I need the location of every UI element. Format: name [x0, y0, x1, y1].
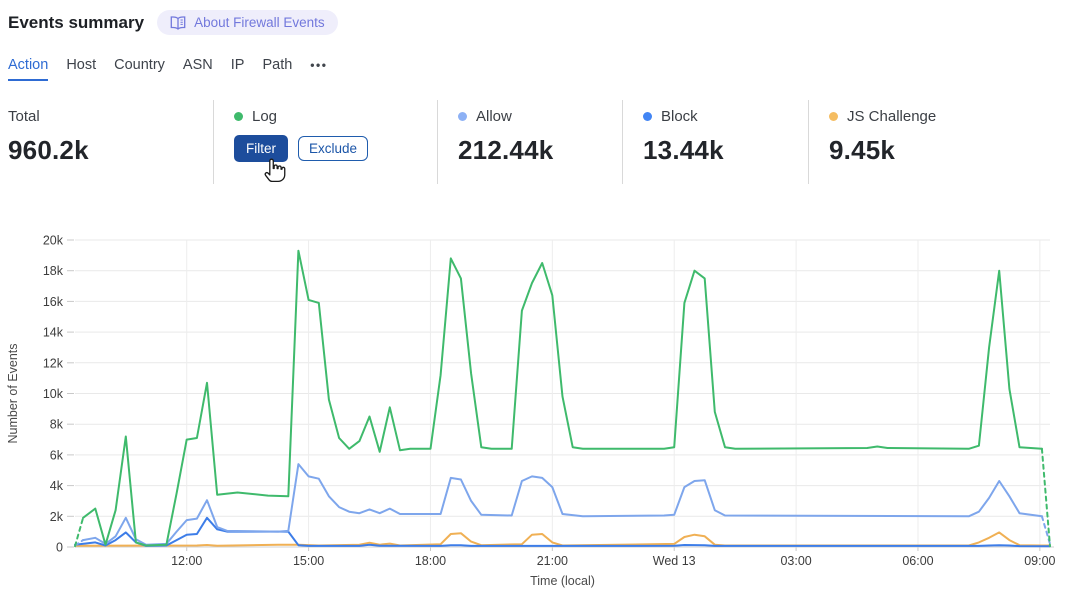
about-link-label: About Firewall Events [194, 15, 325, 30]
tab-ip[interactable]: IP [230, 57, 245, 73]
events-over-time-chart: 0 2k 4k 6k 8k 10k 12k 14k 16k 18k 20k 12:00 15:00 18:… [0, 228, 1068, 598]
tab-asn[interactable]: ASN [182, 57, 213, 73]
y-tick-label: 16k [43, 295, 64, 309]
tab-path[interactable]: Path [262, 57, 293, 73]
x-tick-label: 18:00 [415, 554, 446, 568]
stat-block-value: 13.44k [643, 135, 724, 165]
y-tick-label: 12k [43, 356, 64, 370]
about-firewall-events-link[interactable]: About Firewall Events [157, 10, 338, 35]
stat-total-label: Total [8, 108, 40, 125]
stat-allow-label: Allow [476, 108, 512, 125]
series-log-dashed-lead [74, 516, 85, 548]
x-axis-title: Time (local) [530, 574, 595, 588]
tab-host[interactable]: Host [66, 57, 97, 73]
stat-allow-value: 212.44k [458, 135, 554, 165]
log-series-dot [234, 112, 243, 121]
facet-tabs: Action Host Country ASN IP Path ••• [8, 57, 327, 81]
js-challenge-series-dot [829, 112, 838, 121]
series-log-dashed-tail [1040, 447, 1051, 548]
allow-series-dot [458, 112, 467, 121]
series-js-challenge-line [74, 531, 1051, 547]
y-axis-title: Number of Events [6, 343, 20, 443]
series-block-line [74, 516, 1051, 548]
x-tick-label: 09:00 [1024, 554, 1055, 568]
open-book-icon [170, 15, 186, 30]
series-allow-line [82, 463, 1043, 546]
x-tick-label: Wed 13 [653, 554, 696, 568]
stat-allow: Allow 212.44k [437, 100, 622, 184]
y-tick-label: 14k [43, 326, 64, 340]
y-tick-label: 8k [50, 418, 64, 432]
filter-button[interactable]: Filter [234, 135, 288, 162]
exclude-button[interactable]: Exclude [298, 136, 369, 161]
stat-log: Log Filter Exclude [213, 100, 437, 184]
x-tick-label: 21:00 [537, 554, 568, 568]
y-tick-label: 4k [50, 479, 64, 493]
y-tick-label: 2k [50, 510, 64, 524]
stats-row: Total 960.2k Log Filter Exclude Allow 21… [0, 100, 1068, 184]
tabs-more-menu[interactable]: ••• [310, 58, 328, 72]
stat-total-value: 960.2k [8, 135, 89, 165]
y-tick-label: 0 [56, 541, 63, 555]
stat-js-challenge-value: 9.45k [829, 135, 896, 165]
stat-js-challenge-label: JS Challenge [847, 108, 937, 125]
y-tick-label: 18k [43, 264, 64, 278]
page-header: Events summary About Firewall Events [8, 10, 338, 35]
x-tick-label: 03:00 [780, 554, 811, 568]
x-tick-label: 06:00 [902, 554, 933, 568]
stat-block-label: Block [661, 108, 698, 125]
tab-action[interactable]: Action [8, 57, 49, 81]
stat-log-label: Log [252, 108, 278, 125]
x-tick-label: 12:00 [171, 554, 202, 568]
page-title: Events summary [8, 12, 145, 32]
stat-total: Total 960.2k [0, 100, 213, 184]
tab-country[interactable]: Country [114, 57, 165, 73]
series-log-line [82, 249, 1043, 547]
block-series-dot [643, 112, 652, 121]
x-tick-label: 15:00 [293, 554, 324, 568]
stat-js-challenge: JS Challenge 9.45k [808, 100, 1068, 184]
y-tick-label: 10k [43, 387, 64, 401]
y-tick-label: 20k [43, 234, 64, 248]
stat-block: Block 13.44k [622, 100, 808, 184]
y-tick-label: 6k [50, 448, 64, 462]
